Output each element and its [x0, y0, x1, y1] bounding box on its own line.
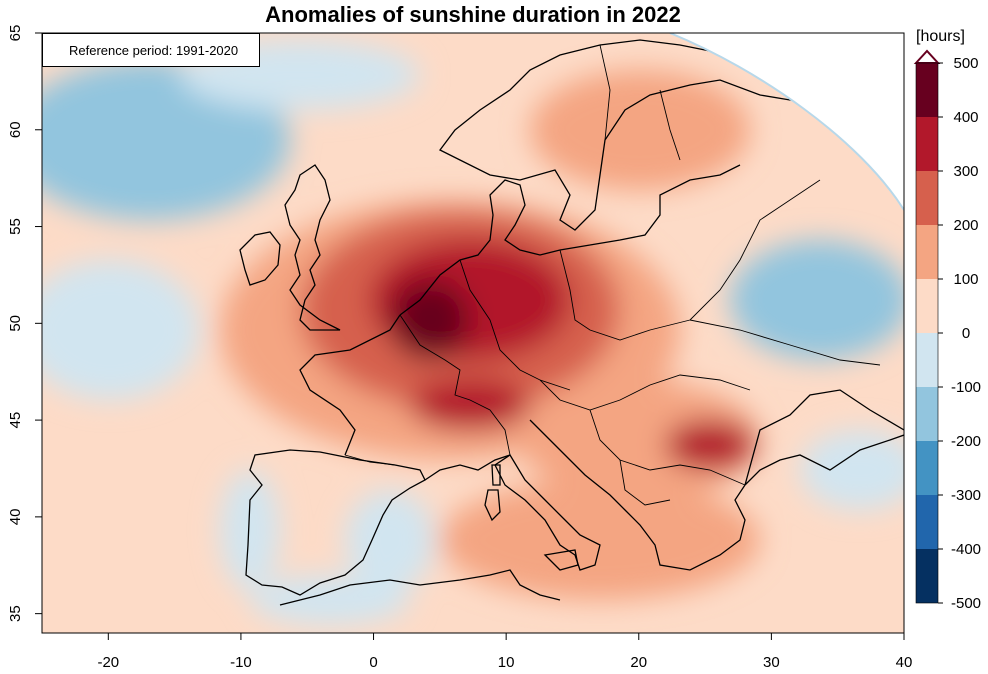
anomaly-benelux-peak	[390, 280, 470, 360]
colorbar-bin	[916, 279, 938, 333]
x-tick-label: 30	[763, 654, 780, 671]
y-tick-label: 60	[7, 121, 24, 138]
anomaly-atlantic-south	[42, 260, 200, 400]
y-tick-label: 65	[7, 25, 24, 42]
colorbar-tick-label: 500	[953, 55, 978, 72]
x-tick-label: 0	[369, 654, 377, 671]
border-segment	[689, 179, 821, 321]
reference-period-label: Reference period: 1991-2020	[69, 43, 239, 58]
border-segment	[589, 409, 746, 486]
anomaly-north-africa	[250, 575, 410, 625]
coastline-baltic	[589, 164, 741, 246]
colorbar-bin	[916, 333, 938, 387]
colorbar-bin	[916, 225, 938, 279]
island-sicily	[543, 549, 579, 571]
coastlines	[239, 39, 904, 606]
colorbar-bin	[916, 387, 938, 441]
island-corsica	[491, 464, 501, 486]
coastline-black-sea	[744, 389, 904, 486]
x-tick-label: -20	[97, 654, 119, 671]
border-segment	[344, 454, 396, 466]
coastline-ireland	[239, 231, 281, 286]
plot-frame	[41, 32, 905, 634]
colorbar-tick-label: -300	[951, 487, 981, 504]
x-tick-label: 40	[896, 654, 913, 671]
colorbar-tick-label: -200	[951, 433, 981, 450]
y-tick-label: 35	[7, 605, 24, 622]
colorbar-tick-label: 200	[953, 217, 978, 234]
colorbar-tick-label: 100	[953, 271, 978, 288]
colorbar-overflow-arrow	[913, 49, 941, 64]
coastline-north-sea	[399, 179, 591, 316]
border-segment	[619, 459, 671, 506]
coastline-uk	[284, 164, 341, 331]
x-tick-label: 20	[630, 654, 647, 671]
no-data-region	[670, 33, 904, 210]
coastline-africa	[279, 569, 561, 606]
reference-legend: Reference period: 1991-2020	[42, 33, 260, 67]
coastline-adriatic	[529, 419, 746, 571]
coastline-italy	[494, 454, 601, 571]
anomaly-scandinavia	[530, 70, 750, 190]
colorbar-tick-label: -100	[951, 379, 981, 396]
domain-edge	[669, 33, 904, 211]
anomaly-iberia-east	[345, 490, 435, 590]
x-tick-label: -10	[230, 654, 252, 671]
colorbar-bin	[916, 63, 938, 117]
coastline-france	[299, 314, 511, 481]
y-tick-label: 45	[7, 412, 24, 429]
border-segment	[399, 314, 511, 456]
colorbar-tick-label: 300	[953, 163, 978, 180]
colorbar-bin	[916, 549, 938, 603]
anomaly-black-sea-east	[800, 430, 904, 510]
border-segment	[689, 319, 881, 366]
colorbar-tick-label: -400	[951, 541, 981, 558]
anomaly-russia	[730, 240, 904, 360]
y-tick-label: 55	[7, 218, 24, 235]
colorbar: 500 400 300 200 100 0 -100 -200 -300 -400 -500	[913, 49, 981, 612]
colorbar-tick-label: -500	[951, 595, 981, 612]
anomaly-alps	[410, 380, 530, 430]
colorbar-tick-label: 0	[962, 325, 970, 342]
coastline-scandinavia	[439, 39, 792, 231]
border-segment	[559, 249, 691, 341]
colorbar-bin	[916, 441, 938, 495]
anomaly-romania	[665, 420, 755, 470]
colorbar-bin	[916, 171, 938, 225]
colorbar-tick-label: 400	[953, 109, 978, 126]
island-sardinia	[484, 489, 501, 522]
y-axis: 35 40 45 50 55 60 65	[7, 25, 42, 622]
y-tick-label: 50	[7, 315, 24, 332]
map-title: Anomalies of sunshine duration in 2022	[265, 2, 681, 27]
border-segment	[599, 44, 681, 161]
anomaly-iberia-west	[220, 470, 280, 590]
anomaly-mediterranean	[440, 480, 760, 600]
border-segment	[539, 374, 751, 411]
x-tick-label: 10	[498, 654, 515, 671]
colorbar-bin	[916, 117, 938, 171]
colorbar-bin	[916, 495, 938, 549]
borders	[344, 44, 881, 506]
y-tick-label: 40	[7, 509, 24, 526]
colorbar-unit-label: [hours]	[916, 28, 965, 45]
x-axis: -20 -10 0 10 20 30 40	[97, 633, 912, 671]
